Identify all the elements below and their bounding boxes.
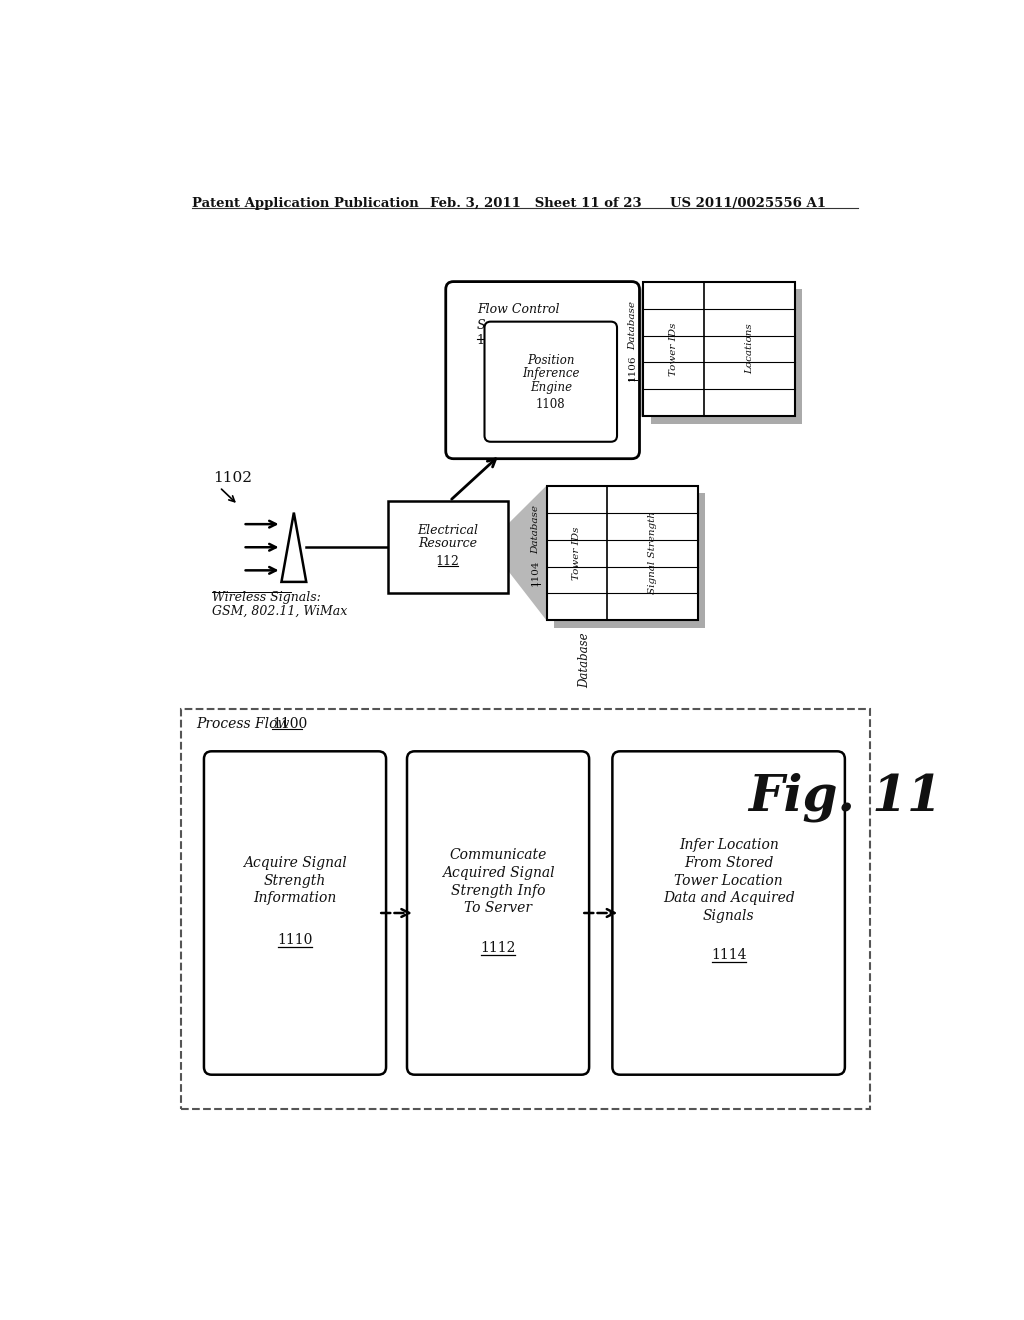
Text: Electrical: Electrical xyxy=(417,524,478,537)
Text: Database: Database xyxy=(531,506,540,554)
Text: Signal Strength: Signal Strength xyxy=(648,512,656,594)
Text: Feb. 3, 2011   Sheet 11 of 23: Feb. 3, 2011 Sheet 11 of 23 xyxy=(430,197,642,210)
Text: Tower Location: Tower Location xyxy=(675,874,783,887)
Text: US 2011/0025556 A1: US 2011/0025556 A1 xyxy=(671,197,826,210)
Bar xyxy=(651,289,802,424)
Polygon shape xyxy=(632,281,643,418)
FancyBboxPatch shape xyxy=(484,322,617,442)
Text: Process Flow: Process Flow xyxy=(197,717,294,731)
Text: 1108: 1108 xyxy=(536,399,565,412)
Text: To Server: To Server xyxy=(464,902,532,915)
Text: Strength Info: Strength Info xyxy=(451,883,546,898)
FancyBboxPatch shape xyxy=(612,751,845,1074)
Text: 1110: 1110 xyxy=(278,933,312,946)
Text: Position: Position xyxy=(527,354,574,367)
Bar xyxy=(643,281,795,416)
Bar xyxy=(180,709,870,1109)
Text: Wireless Signals:: Wireless Signals: xyxy=(212,591,321,605)
Text: Tower IDs: Tower IDs xyxy=(669,322,678,376)
Text: 1104: 1104 xyxy=(531,560,540,586)
Text: 112: 112 xyxy=(436,554,460,568)
Text: Inference: Inference xyxy=(522,367,580,380)
FancyBboxPatch shape xyxy=(445,281,640,459)
Text: Locations: Locations xyxy=(744,323,754,375)
Text: Server: Server xyxy=(477,318,519,331)
Text: Acquired Signal: Acquired Signal xyxy=(441,866,554,880)
Text: Resource: Resource xyxy=(418,537,477,550)
Text: Flow Control: Flow Control xyxy=(477,304,559,317)
Text: Signals: Signals xyxy=(702,909,755,923)
Text: 1106: 1106 xyxy=(628,355,637,381)
Text: Acquire Signal: Acquire Signal xyxy=(243,855,347,870)
Text: Communicate: Communicate xyxy=(450,849,547,862)
Text: Strength: Strength xyxy=(264,874,326,887)
Text: Data and Acquired: Data and Acquired xyxy=(663,891,795,906)
Text: 1114: 1114 xyxy=(711,948,746,962)
FancyBboxPatch shape xyxy=(204,751,386,1074)
Text: Database: Database xyxy=(578,632,591,688)
Polygon shape xyxy=(508,486,547,620)
Text: 1112: 1112 xyxy=(480,941,516,954)
Text: Infer Location: Infer Location xyxy=(679,838,778,853)
Text: GSM, 802.11, WiMax: GSM, 802.11, WiMax xyxy=(212,605,347,618)
Text: Patent Application Publication: Patent Application Publication xyxy=(191,197,418,210)
Bar xyxy=(388,502,508,594)
Text: Tower IDs: Tower IDs xyxy=(572,527,582,579)
Bar xyxy=(554,494,706,628)
Text: 1100: 1100 xyxy=(272,717,307,731)
Text: Fig. 11: Fig. 11 xyxy=(748,772,942,822)
Text: Engine: Engine xyxy=(529,381,571,395)
Text: 106: 106 xyxy=(477,334,501,347)
Text: Database: Database xyxy=(628,301,637,350)
FancyBboxPatch shape xyxy=(407,751,589,1074)
Text: 1102: 1102 xyxy=(213,471,252,484)
Text: From Stored: From Stored xyxy=(684,855,773,870)
Text: Information: Information xyxy=(253,891,337,906)
Bar xyxy=(547,486,697,620)
